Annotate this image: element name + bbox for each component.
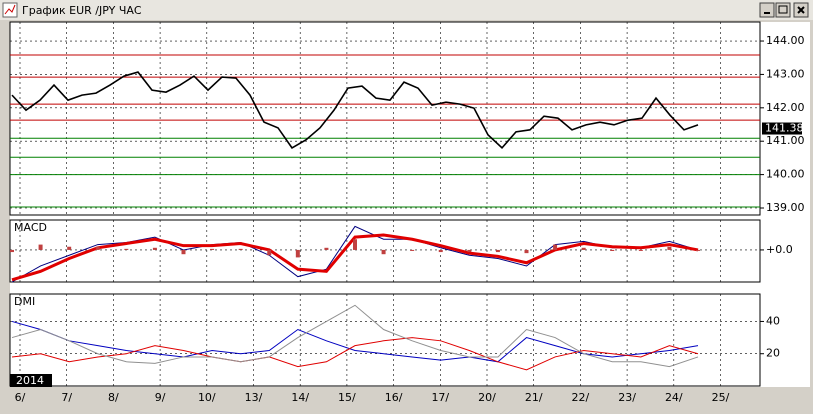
histogram-bar <box>210 248 215 250</box>
histogram-bar <box>67 246 72 250</box>
histogram-bar <box>610 249 615 251</box>
histogram-bar <box>324 247 329 250</box>
histogram-bar <box>95 246 100 250</box>
histogram-bar <box>438 249 443 253</box>
x-tick-label: 20/ <box>478 391 496 404</box>
panel-frame <box>9 21 761 216</box>
x-tick-label: 23/ <box>618 391 636 404</box>
histogram-bar <box>524 249 529 254</box>
x-tick-label: 13/ <box>245 391 263 404</box>
y-tick-label: 142.00 <box>766 101 805 114</box>
window-icon-glyph <box>4 4 16 15</box>
histogram-bar <box>152 247 157 250</box>
histogram-bar <box>267 249 272 256</box>
dmi-line <box>11 304 699 368</box>
minimize-button[interactable] <box>759 2 775 18</box>
dmi-line <box>11 337 699 371</box>
close-glyph <box>797 6 805 14</box>
x-tick-label: 21/ <box>525 391 543 404</box>
x-tick-label: 24/ <box>665 391 683 404</box>
histogram-bar <box>295 249 300 258</box>
y-tick-label: 40 <box>766 314 780 327</box>
histogram-bar <box>410 249 415 251</box>
y-tick-label: +0.0 <box>766 243 793 256</box>
histogram-bar <box>667 246 672 250</box>
x-tick-label: 9/ <box>155 391 166 404</box>
panel-label: MACD <box>14 221 47 234</box>
macd-line <box>11 233 699 282</box>
histogram-bar <box>581 247 586 250</box>
histogram-bar <box>381 249 386 255</box>
maximize-glyph <box>778 5 788 14</box>
x-tick-label: 6/ <box>15 391 26 404</box>
panel-frame <box>9 293 761 387</box>
panel-label: DMI <box>14 295 35 308</box>
year-box <box>10 374 52 387</box>
last-price-label: 141.38 <box>765 122 804 135</box>
x-tick-label: 25/ <box>712 391 730 404</box>
last-price-box <box>762 122 802 135</box>
x-tick-label: 7/ <box>61 391 72 404</box>
histogram-bar <box>181 249 186 255</box>
x-tick-label: 14/ <box>291 391 309 404</box>
histogram-bar <box>10 249 14 253</box>
chart-canvas <box>10 22 810 387</box>
y-tick-label: 140.00 <box>766 168 805 181</box>
x-tick-label: 8/ <box>108 391 119 404</box>
maximize-button[interactable] <box>775 2 791 18</box>
y-tick-label: 141.00 <box>766 134 805 147</box>
histogram-bar <box>467 249 472 253</box>
x-tick-label: 10/ <box>198 391 216 404</box>
histogram-bar <box>696 249 700 251</box>
histogram-bar <box>238 248 243 250</box>
window-title: График EUR /JPY ЧАС <box>22 4 142 17</box>
x-tick-label: 16/ <box>385 391 403 404</box>
y-tick-label: 20 <box>766 347 780 360</box>
histogram-bar <box>495 249 500 253</box>
histogram-bar <box>353 239 357 250</box>
y-tick-label: 144.00 <box>766 34 805 47</box>
x-tick-label: 22/ <box>572 391 590 404</box>
price-line <box>11 71 699 150</box>
histogram-bar <box>38 244 43 250</box>
histogram-bar <box>638 249 643 251</box>
year-label: 2014 <box>16 374 44 387</box>
y-tick-label: 143.00 <box>766 67 805 80</box>
x-tick-label: 15/ <box>338 391 356 404</box>
title-bar <box>0 0 813 20</box>
x-tick-label: 17/ <box>431 391 449 404</box>
histogram-bar <box>124 248 129 250</box>
y-tick-label: 139.00 <box>766 201 805 214</box>
histogram-bar <box>553 244 558 250</box>
